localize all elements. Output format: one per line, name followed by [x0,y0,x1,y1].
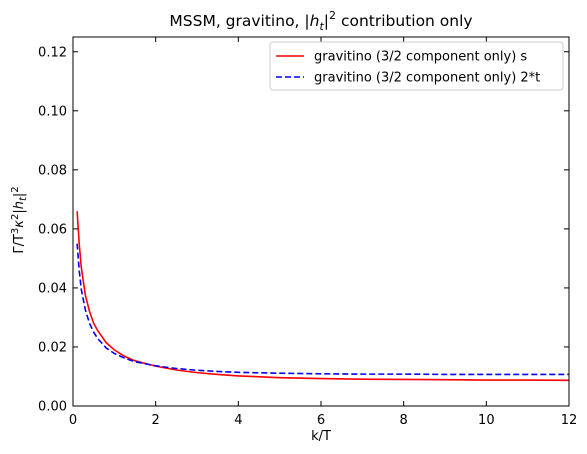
y-axis-title-group: Γ/T3κ2|ht|2 [10,186,29,253]
x-tick-label: 6 [317,413,325,428]
y-tick-label: 0.10 [38,104,67,119]
y-tick-label: 0.04 [38,281,67,296]
plot-area: 0 2 4 6 8 10 12 0.00 0.02 0.04 0.06 0.08 0.10 0.12 [38,36,578,428]
legend: gravitino (3/2 component only) s gravitin… [269,41,564,91]
x-tick-label: 2 [152,413,160,428]
y-tick-label: 0.12 [38,45,67,60]
plot-frame [72,36,570,407]
chart-title-group: MSSM, gravitino, |ht|2 contribution only [169,9,472,33]
y-tick-label: 0.06 [38,222,67,237]
legend-box [269,41,564,91]
x-tick-label: 10 [478,413,495,428]
x-tick-label: 8 [400,413,408,428]
x-tick-label: 4 [234,413,242,428]
chart-title: MSSM, gravitino, |ht|2 contribution only [169,9,472,33]
y-tick-label: 0.00 [38,400,67,415]
x-tick-label: 12 [561,413,578,428]
series-line-2 [76,243,569,376]
x-axis-title-group: k/T [311,429,331,444]
legend-label-1: gravitino (3/2 component only) s [314,50,527,65]
y-axis-title: Γ/T3κ2|ht|2 [10,186,29,253]
x-axis-title: k/T [311,429,331,444]
y-tick-label: 0.08 [38,163,67,178]
legend-label-2: gravitino (3/2 component only) 2*t [314,71,540,86]
x-tick-label: 0 [69,413,77,428]
series-line-1 [76,211,569,382]
y-tick-label: 0.02 [38,340,67,355]
